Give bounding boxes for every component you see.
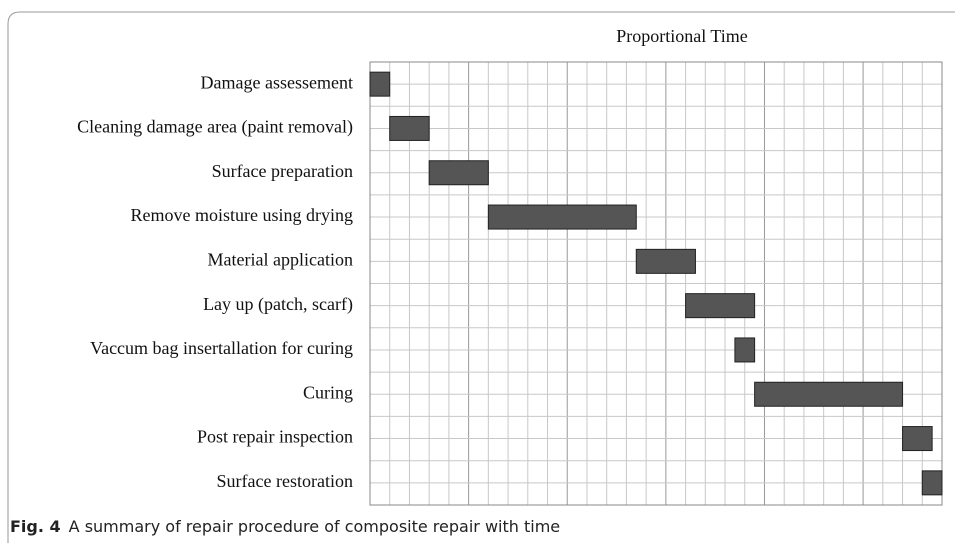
task-bar (428, 160, 489, 186)
task-bar (685, 293, 756, 319)
task-label: Lay up (patch, scarf) (203, 294, 353, 315)
caption: Fig. 4 A summary of repair procedure of c… (10, 517, 560, 536)
task-bar (754, 381, 904, 407)
task-bar (635, 248, 696, 274)
task-bar (921, 470, 943, 496)
task-bar (487, 204, 637, 230)
task-label: Vaccum bag insertallation for curing (90, 338, 353, 358)
task-label: Material application (208, 249, 353, 269)
task-label: Curing (303, 382, 353, 402)
task-label: Surface preparation (212, 161, 353, 181)
task-label: Remove moisture using drying (131, 205, 353, 225)
caption-text: A summary of repair procedure of composi… (69, 517, 560, 536)
task-bar (389, 115, 430, 141)
task-label: Surface restoration (217, 471, 353, 491)
figure-border (7, 11, 955, 543)
task-label: Damage assessement (201, 72, 353, 92)
task-label: Post repair inspection (197, 427, 353, 447)
caption-label: Fig. 4 (10, 517, 61, 536)
task-bar (902, 426, 933, 452)
task-label: Cleaning damage area (paint removal) (77, 117, 353, 138)
chart-title: Proportional Time (616, 26, 748, 46)
rows: Damage assessement Cleaning damage area (… (77, 71, 943, 496)
plot-frame (369, 61, 943, 506)
task-bar (369, 71, 391, 97)
grid (369, 61, 943, 506)
task-bar (734, 337, 756, 363)
